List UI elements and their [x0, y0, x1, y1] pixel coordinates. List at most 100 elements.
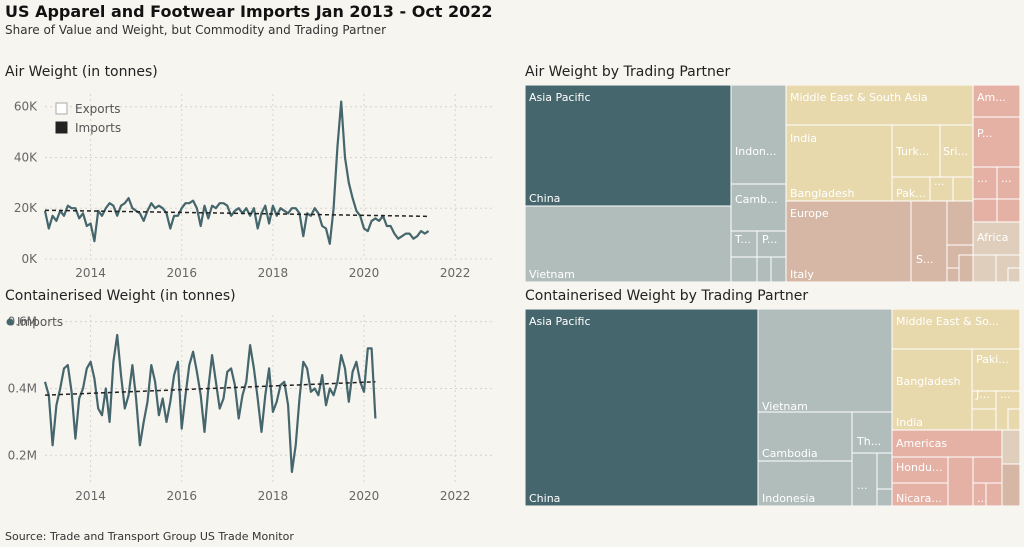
x-tick-label: 2016	[166, 489, 197, 503]
y-tick-label: 0.4M	[8, 381, 37, 395]
x-tick-label: 2020	[349, 489, 380, 503]
treemap-cell	[972, 116, 1020, 168]
treemap-cell	[757, 309, 893, 413]
treemap-cell-label: T...	[734, 233, 751, 246]
treemap-minor-cell	[946, 267, 960, 282]
x-tick-label: 2016	[166, 266, 197, 280]
treemap-minor-cell	[996, 198, 1020, 223]
imports-series-line	[43, 100, 430, 245]
y-tick-label: 60K	[14, 100, 38, 114]
x-tick-label: 2022	[440, 489, 471, 503]
treemap-cell-label: ...	[977, 492, 988, 505]
x-tick-label: 2014	[75, 266, 106, 280]
legend-swatch-exports	[55, 102, 68, 115]
treemap-minor-cell	[952, 176, 974, 202]
treemap-minor-cell	[1001, 429, 1020, 465]
y-tick-label: 0.6M	[8, 315, 37, 329]
treemap-cell-label: Hondu...	[896, 461, 942, 474]
treemap-minor-cell	[972, 456, 1003, 484]
treemap-cell-label: ...	[1001, 172, 1012, 185]
treemap-cell-label: Indon...	[735, 145, 776, 158]
container-weight-treemap: Asia Pacific China Vietnam Cambodia Indonesi…	[525, 309, 1020, 506]
treemap-cell-label: Indonesia	[762, 492, 815, 505]
treemap-cell-label: Bangladesh	[790, 187, 855, 200]
treemap-cell-label: Africa	[977, 231, 1008, 244]
treemap-minor-cell	[1007, 267, 1020, 282]
treemap-minor-cell	[958, 254, 974, 282]
air-weight-title: Air Weight (in tonnes)	[5, 64, 158, 80]
trend-line	[44, 381, 376, 396]
air-weight-treemap: Asia Pacific China Vietnam Indon... Camb... T…	[525, 85, 1020, 282]
x-tick-label: 2014	[75, 489, 106, 503]
y-tick-label: 40K	[14, 150, 38, 164]
treemap-cell	[891, 176, 931, 202]
treemap-cell-label: Sri...	[943, 145, 968, 158]
treemap-cell-label: India	[790, 132, 817, 145]
x-tick-label: 2020	[349, 266, 380, 280]
air-treemap-title: Air Weight by Trading Partner	[525, 64, 731, 80]
treemap-cell-label: Pak...	[896, 187, 926, 200]
treemap-minor-cell	[985, 482, 1003, 506]
imports-series-line	[43, 333, 377, 474]
treemap-cell	[730, 183, 787, 232]
treemap-cell-label: ...	[977, 172, 988, 185]
treemap-cell-label: Vietnam	[529, 268, 575, 281]
trend-line	[44, 209, 429, 218]
treemap-minor-cell	[770, 256, 787, 282]
treemap-cell	[851, 411, 893, 454]
treemap-cell-label: Middle East & So...	[896, 315, 999, 328]
treemap-cell-label: Middle East & South Asia	[790, 91, 928, 104]
treemap-cell-label: J...	[975, 388, 990, 401]
treemap-cell	[525, 205, 732, 282]
treemap-minor-cell	[876, 488, 893, 506]
legend-swatch-imports	[6, 318, 14, 326]
y-tick-label: 0K	[21, 252, 38, 266]
x-tick-label: 2018	[258, 489, 289, 503]
page-title: US Apparel and Footwear Imports Jan 2013…	[5, 2, 493, 21]
treemap-minor-cell	[1007, 408, 1020, 431]
treemap-cell	[757, 411, 853, 462]
treemap-cell	[851, 452, 878, 506]
page-subtitle: Share of Value and Weight, but Commodity…	[5, 23, 387, 37]
treemap-cell-label: China	[529, 192, 560, 205]
treemap-minor-cell	[1001, 463, 1020, 506]
legend-label-imports: Imports	[17, 315, 63, 329]
x-tick-label: 2022	[440, 266, 471, 280]
treemap-cell-label: Americas	[896, 437, 947, 450]
treemap-cell-label: Asia Pacific	[529, 91, 591, 104]
treemap-cell	[525, 85, 732, 207]
treemap-cell	[730, 85, 787, 185]
treemap-cell	[757, 460, 853, 506]
container-treemap-title: Containerised Weight by Trading Partner	[525, 288, 809, 304]
container-weight-line-chart: 0.2M 0.4M 0.6M 2014 2016 2018 2020 2022 Imports	[6, 315, 493, 503]
treemap-cell-label: Camb...	[735, 193, 778, 206]
legend-swatch-imports	[55, 121, 68, 134]
treemap-cell-label: ...	[1000, 388, 1011, 401]
treemap-cell-label: P...	[762, 233, 777, 246]
treemap-cell-label: Bangladesh	[896, 375, 961, 388]
treemap-cell-label: Asia Pacific	[529, 315, 591, 328]
source-note: Source: Trade and Transport Group US Tra…	[5, 530, 294, 543]
treemap-minor-cell	[730, 256, 758, 282]
treemap-cell	[971, 348, 1020, 392]
legend-label-imports: Imports	[75, 121, 121, 135]
treemap-cell-label: Vietnam	[762, 400, 808, 413]
container-weight-title: Containerised Weight (in tonnes)	[5, 288, 236, 304]
treemap-cell-label: Italy	[790, 268, 814, 281]
legend-label-exports: Exports	[75, 102, 121, 116]
treemap-cell-label: Th...	[856, 435, 881, 448]
treemap-cell-label: S...	[916, 253, 933, 266]
y-tick-label: 20K	[14, 201, 38, 215]
treemap-cell-label: Cambodia	[762, 447, 818, 460]
treemap-cell-label: Am...	[977, 91, 1006, 104]
treemap-cell-label: Europe	[790, 207, 829, 220]
treemap-cell-label: P...	[977, 127, 992, 140]
treemap-cell-label: Turk...	[895, 145, 929, 158]
treemap-cell-label: ...	[857, 479, 868, 492]
treemap-cell-label: Paki...	[976, 353, 1009, 366]
treemap-cell	[910, 200, 948, 282]
treemap-cell	[939, 124, 974, 178]
treemap-cell-label: Nicara...	[896, 492, 942, 505]
x-tick-label: 2018	[258, 266, 289, 280]
treemap-cell-label: China	[529, 492, 560, 505]
